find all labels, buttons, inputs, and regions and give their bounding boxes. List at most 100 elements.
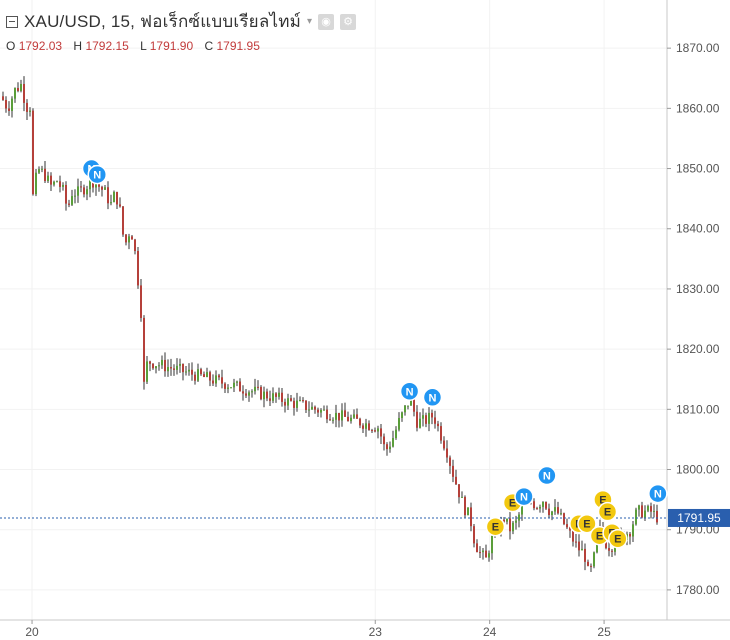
candle-body — [647, 506, 649, 511]
candle-body — [266, 391, 268, 399]
candle-body — [491, 535, 493, 554]
candle-body — [416, 411, 418, 428]
candle-body — [155, 366, 157, 369]
price-tick-label: 1820.00 — [676, 342, 720, 356]
news-marker-label: N — [520, 492, 528, 504]
candle-body — [185, 371, 187, 373]
candle-body — [83, 187, 85, 195]
candle-body — [407, 405, 409, 407]
candle-body — [584, 548, 586, 562]
candle-body — [545, 501, 547, 509]
candle-body — [308, 409, 310, 411]
candle-body — [398, 418, 400, 430]
candle-body — [218, 375, 220, 378]
candle-body — [137, 250, 139, 286]
news-marker[interactable]: N — [422, 387, 443, 408]
news-marker[interactable]: N — [537, 465, 557, 486]
candle-body — [230, 387, 232, 389]
candle-body — [326, 409, 328, 420]
candle-body — [320, 409, 322, 413]
candle-body — [44, 168, 46, 182]
candle-body — [431, 412, 433, 418]
candle-body — [422, 415, 424, 419]
candle-body — [92, 179, 94, 188]
candle-body — [146, 361, 148, 382]
candle-body — [224, 383, 226, 389]
low-value: 1791.90 — [149, 39, 194, 53]
news-marker[interactable]: N — [648, 483, 668, 504]
chart-header: XAU/USD, 15, ฟอเร็กซ์แบบเรียลไทม์ ▾ ◉ ⚙ — [6, 8, 357, 35]
candle-body — [209, 372, 211, 381]
candle-body — [17, 87, 19, 91]
price-tick-label: 1840.00 — [676, 222, 720, 236]
earnings-marker[interactable]: E — [577, 513, 597, 534]
candle-body — [50, 175, 52, 185]
earnings-marker-label: E — [583, 519, 590, 531]
ohlc-legend: O 1792.03 H 1792.15 L 1791.90 C 1791.95 — [6, 39, 268, 53]
candle-body — [233, 382, 235, 388]
earnings-marker[interactable]: E — [597, 501, 618, 522]
candle-body — [260, 386, 262, 400]
candle-body — [536, 508, 538, 510]
news-marker[interactable]: N — [514, 486, 534, 507]
candle-body — [59, 181, 61, 187]
candle-body — [644, 510, 646, 518]
open-label: O — [6, 39, 16, 53]
time-axis: 20 23 24 25 — [25, 620, 611, 639]
candle-body — [20, 83, 22, 91]
candle-body — [305, 400, 307, 410]
candle-body — [11, 98, 13, 111]
candle-body — [389, 446, 391, 450]
news-marker-label: N — [93, 170, 101, 182]
gear-icon[interactable]: ⚙ — [340, 13, 357, 30]
candle-body — [596, 538, 598, 553]
collapse-icon[interactable] — [6, 15, 18, 28]
candle-body — [80, 186, 82, 188]
candle-body — [374, 430, 376, 432]
news-marker-label: N — [406, 386, 414, 398]
candle-body — [569, 527, 571, 531]
earnings-marker-label: E — [599, 495, 606, 507]
candle-body — [380, 428, 382, 437]
candle-body — [473, 526, 475, 544]
candle-body — [26, 102, 28, 112]
candle-body — [239, 381, 241, 392]
candle-body — [515, 520, 517, 523]
candle-body — [23, 83, 25, 103]
news-marker-label: N — [428, 392, 436, 404]
candle-body — [557, 507, 559, 514]
candle-body — [302, 400, 304, 402]
candle-body — [578, 541, 580, 551]
earnings-marker[interactable]: E — [608, 528, 628, 549]
candle-body — [575, 541, 577, 543]
candle-body — [560, 513, 562, 515]
chevron-down-icon[interactable]: ▾ — [307, 16, 313, 27]
candle-body — [38, 169, 40, 173]
candle-body — [311, 406, 313, 410]
candle-body — [212, 380, 214, 384]
candle-body — [110, 202, 112, 204]
candle-body — [47, 175, 49, 182]
candle-body — [638, 505, 640, 510]
candle-body — [329, 419, 331, 421]
candle-body — [65, 184, 67, 204]
candle-body — [503, 519, 505, 522]
low-label: L — [140, 39, 147, 53]
candle-body — [125, 234, 127, 243]
candle-body — [35, 172, 37, 195]
price-tick-label: 1830.00 — [676, 282, 720, 296]
candle-body — [284, 401, 286, 406]
eye-icon[interactable]: ◉ — [318, 13, 335, 30]
time-tick-label: 25 — [597, 625, 611, 639]
news-marker[interactable]: N — [399, 381, 420, 402]
candle-body — [179, 364, 181, 366]
candle-body — [206, 372, 208, 378]
candle-body — [98, 184, 100, 187]
symbol-title[interactable]: XAU/USD, 15, ฟอเร็กซ์แบบเรียลไทม์ — [24, 12, 302, 31]
price-tick-label: 1850.00 — [676, 162, 720, 176]
earnings-marker[interactable]: E — [485, 516, 506, 537]
news-marker[interactable]: N — [87, 164, 107, 185]
candle-body — [95, 184, 97, 188]
svg-text:1791.95: 1791.95 — [677, 511, 721, 525]
